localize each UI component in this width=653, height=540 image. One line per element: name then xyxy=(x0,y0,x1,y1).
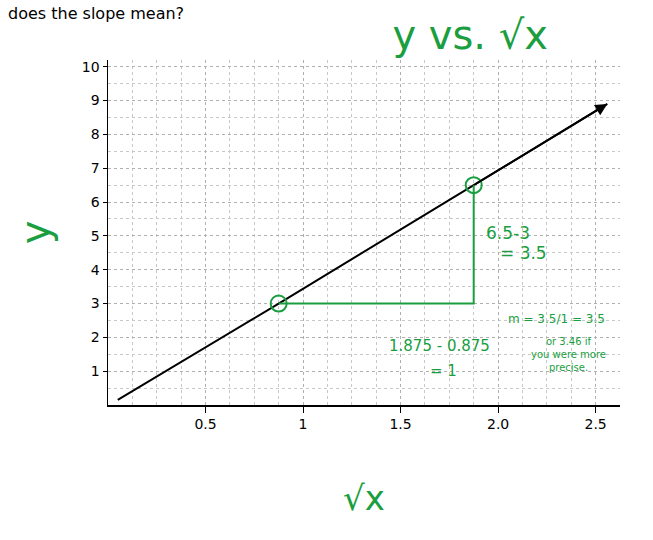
svg-text:9: 9 xyxy=(91,92,100,108)
svg-text:or 3.46 ifyou were moreprecise: or 3.46 ifyou were moreprecise. xyxy=(531,336,606,373)
svg-text:1.5: 1.5 xyxy=(389,416,411,432)
svg-text:1: 1 xyxy=(299,416,308,432)
svg-text:2.0: 2.0 xyxy=(487,416,509,432)
svg-text:= 3.5: = 3.5 xyxy=(500,243,547,263)
svg-text:3: 3 xyxy=(91,295,100,311)
svg-text:1.875 - 0.875: 1.875 - 0.875 xyxy=(389,337,490,355)
svg-text:2: 2 xyxy=(91,329,100,345)
svg-text:= 1: = 1 xyxy=(430,362,457,380)
svg-text:8: 8 xyxy=(91,126,100,142)
svg-text:y vs. √x: y vs. √x xyxy=(392,12,548,58)
svg-text:m = 3.5/1 = 3.5: m = 3.5/1 = 3.5 xyxy=(508,312,605,326)
svg-text:y: y xyxy=(12,221,58,245)
svg-text:does the slope mean?: does the slope mean? xyxy=(8,4,184,23)
svg-text:7: 7 xyxy=(91,160,100,176)
svg-text:4: 4 xyxy=(91,262,100,278)
svg-text:√x: √x xyxy=(343,478,385,518)
svg-text:0.5: 0.5 xyxy=(194,416,216,432)
svg-text:1: 1 xyxy=(91,363,100,379)
svg-text:2.5: 2.5 xyxy=(584,416,606,432)
svg-text:5: 5 xyxy=(91,228,100,244)
svg-text:10: 10 xyxy=(82,59,100,75)
svg-text:6: 6 xyxy=(91,194,100,210)
svg-text:6.5-3: 6.5-3 xyxy=(486,223,530,243)
